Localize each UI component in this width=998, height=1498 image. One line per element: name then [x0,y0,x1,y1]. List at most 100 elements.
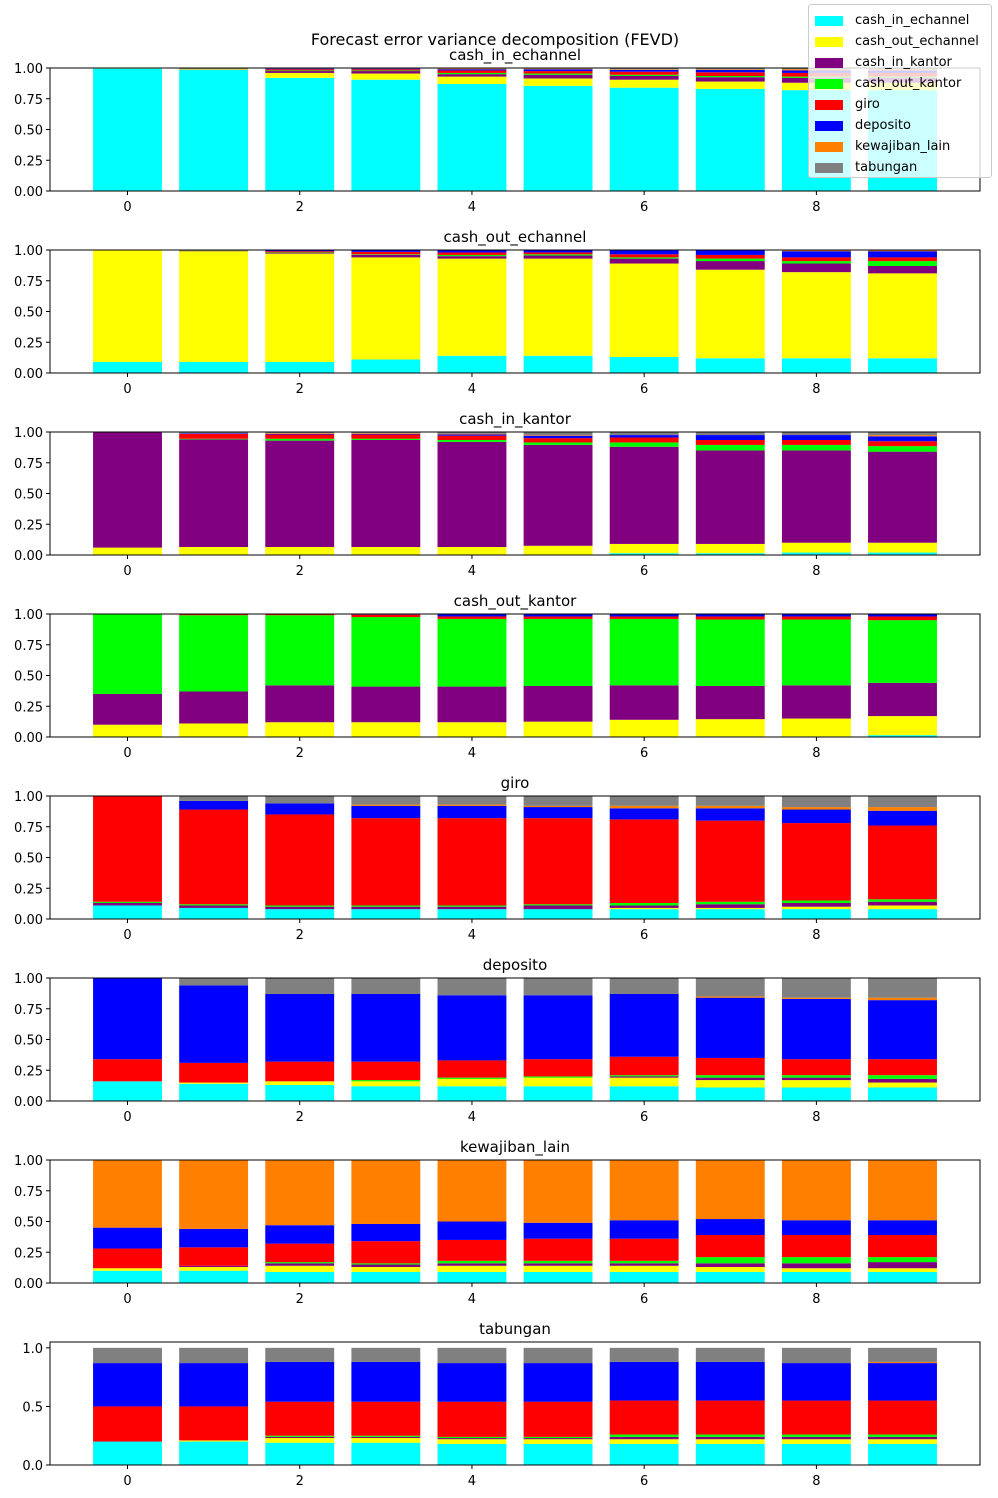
panel-title: kewajiban_lain [460,1138,570,1157]
y-tick-label: 0.75 [14,93,43,108]
y-tick-label: 0.50 [14,670,43,685]
x-tick-label: 8 [812,200,820,215]
bar-segment-tabungan [609,796,679,806]
bar-segment-cash_out_kantor [609,1260,679,1264]
bar-segment-tabungan [868,978,937,998]
panel-title: cash_in_echannel [449,46,581,65]
bar-segment-kewajiban_lain [265,1160,335,1226]
bar-segment-tabungan [351,796,421,805]
bar-segment-tabungan [437,978,507,996]
bar-segment-giro [265,69,335,71]
bar-segment-deposito [179,433,249,434]
bar-segment-deposito [351,1223,421,1242]
bar-segment-deposito [265,993,335,1062]
bar-segment-cash_out_echannel [437,1078,507,1087]
bar-segment-giro [781,1235,851,1258]
bar-segment-deposito [351,1361,421,1402]
bar-segment-deposito [609,250,679,255]
bar-segment-deposito [868,1220,937,1236]
bar-segment-giro [437,1239,507,1261]
bar-segment-cash_in_kantor [781,1263,851,1269]
bar-segment-cash_out_kantor [437,254,507,257]
bar-segment-deposito [868,1000,937,1060]
bar-segment-cash_out_echannel [868,1268,937,1272]
bar-segment-deposito [868,614,937,617]
bar-segment-cash_out_echannel [609,543,679,554]
bar-segment-giro [609,616,679,619]
bar-segment-deposito [695,1361,765,1401]
bar-segment-cash_out_echannel [93,250,162,362]
bar-segment-cash_out_echannel [695,543,765,554]
bar-segment-cash_in_echannel [351,909,421,919]
x-tick-label: 8 [812,1474,820,1489]
bar-segment-cash_out_kantor [695,619,765,686]
bar-segment-cash_out_echannel [351,257,421,360]
legend-swatch [815,15,843,26]
x-tick-label: 2 [296,928,304,943]
bar-segment-cash_out_kantor [351,70,421,72]
x-tick-label: 2 [296,200,304,215]
bar-segment-cash_out_echannel [179,547,249,555]
bar-segment-giro [781,257,851,262]
y-tick-label: 0.25 [14,518,43,533]
x-tick-label: 0 [123,200,131,215]
bar-segment-cash_in_kantor [93,903,162,906]
x-tick-label: 4 [468,1110,476,1125]
x-tick-label: 0 [123,1110,131,1125]
y-tick-label: 1.00 [14,244,43,259]
bar-segment-kewajiban_lain [781,1160,851,1221]
bar-segment-cash_out_kantor [523,1076,593,1078]
x-tick-label: 0 [123,382,131,397]
bar-segment-giro [695,616,765,620]
bar-segment-deposito [868,1363,937,1401]
bar-segment-cash_in_kantor [868,682,937,717]
bar-segment-cash_out_kantor [179,615,249,692]
bar-segment-tabungan [695,978,765,997]
bar-segment-giro [695,254,765,259]
bar-segment-tabungan [179,796,249,801]
bar-segment-giro [179,809,249,905]
bar-segment-giro [93,1059,162,1082]
panel-title: cash_out_echannel [444,228,587,247]
bar-segment-cash_out_kantor [351,617,421,687]
bar-segment-cash_in_kantor [868,451,937,543]
y-tick-label: 0.75 [14,457,43,472]
bar-segment-kewajiban_lain [695,69,765,70]
bar-segment-cash_in_echannel [265,909,335,919]
x-tick-label: 6 [640,746,648,761]
bar-segment-cash_out_echannel [609,719,679,737]
bar-segment-giro [179,614,249,616]
bar-segment-cash_in_echannel [609,1271,679,1283]
x-tick-label: 6 [640,928,648,943]
bar-segment-cash_out_echannel [179,251,249,362]
bar-segment-kewajiban_lain [437,1160,507,1222]
bar-segment-deposito [781,614,851,617]
panel-cash_out_echannel: cash_out_echannel 0.00 0.25 0.50 0.75 1.00 0 2 4… [14,228,981,397]
legend-swatch [815,36,843,47]
bar-segment-cash_in_kantor [609,75,679,80]
bar-segment-cash_in_echannel [523,909,593,919]
bar-segment-cash_out_echannel [179,1082,249,1084]
bar-segment-deposito [609,614,679,617]
bar-segment-giro [868,1059,937,1076]
panel-cash_out_kantor: cash_out_kantor 0.00 0.25 0.50 0.75 1.00 0 2 4 6 8 [14,592,981,761]
bar-segment-cash_in_kantor [437,74,507,77]
bar-segment-cash_in_echannel [437,1271,507,1283]
bar-segment-deposito [868,810,937,826]
bar-segment-tabungan [695,68,765,70]
bar-segment-cash_in_echannel [695,88,765,191]
bar-segment-cash_out_echannel [351,547,421,555]
bar-segment-cash_out_echannel [868,716,937,736]
y-tick-label: 1.00 [14,426,43,441]
legend-label: cash_in_kantor [855,55,952,70]
bar-segment-cash_in_kantor [523,444,593,546]
legend-item-cash_out_kantor: cash_out_kantor [815,73,991,94]
bar-segment-cash_out_echannel [351,722,421,737]
bar-segment-cash_in_echannel [609,909,679,919]
bar-segment-cash_out_kantor [523,1260,593,1264]
bar-segment-cash_out_kantor [695,901,765,905]
bar-segment-deposito [437,69,507,71]
legend-label: tabungan [855,160,918,175]
bar-segment-cash_in_echannel [351,359,421,373]
y-tick-label: 0.00 [14,185,43,200]
